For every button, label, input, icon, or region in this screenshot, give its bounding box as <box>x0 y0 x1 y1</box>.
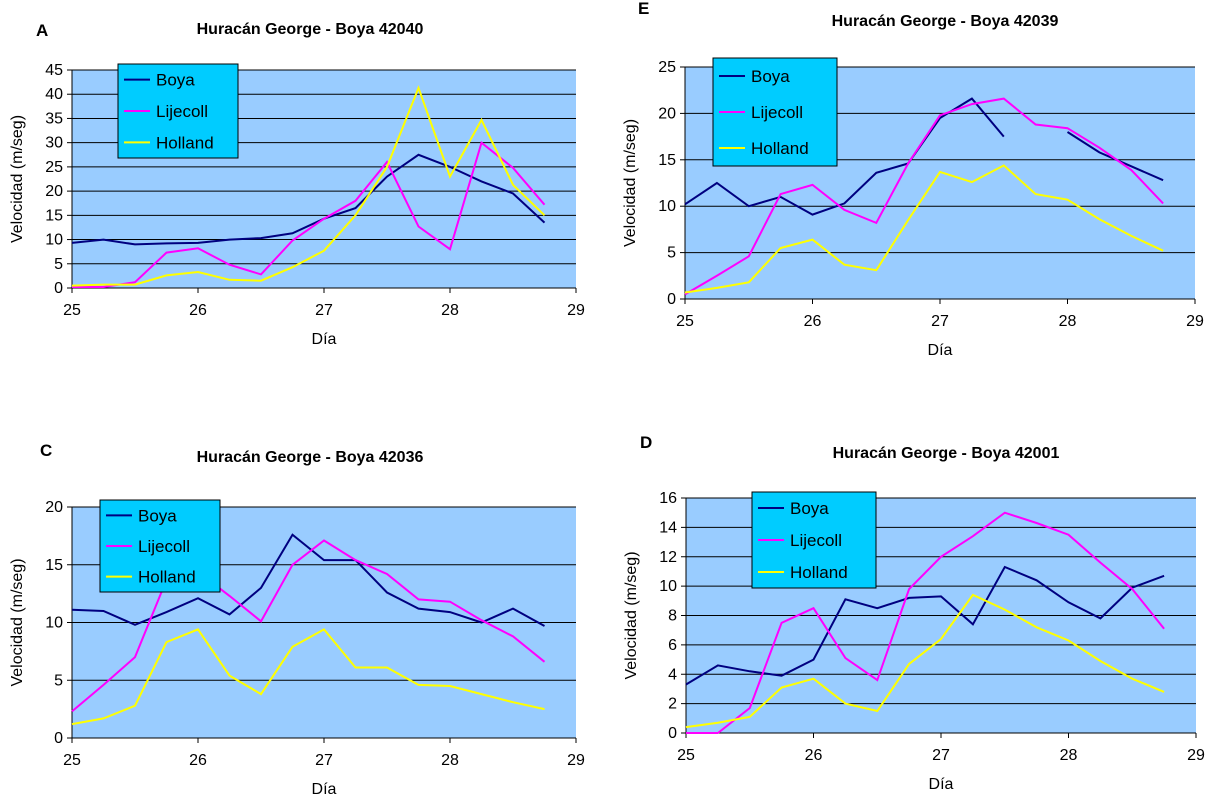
legend-label-lijecoll: Lijecoll <box>138 537 190 556</box>
x-axis-label: Día <box>312 331 337 348</box>
series-line-lijecoll <box>686 511 1165 734</box>
x-tick-label: 28 <box>441 752 459 769</box>
y-tick-label: 6 <box>668 637 677 654</box>
legend: Boya Lijecoll Holland <box>99 499 221 593</box>
x-tick-label: 25 <box>63 302 81 319</box>
legend-label-holland: Holland <box>790 563 848 582</box>
y-tick-label: 25 <box>658 59 676 76</box>
y-tick-label: 10 <box>659 578 677 595</box>
x-axis-label: Día <box>928 342 953 359</box>
x-tick-label: 26 <box>189 302 207 319</box>
x-axis-label: Día <box>929 776 954 793</box>
series-line-boya <box>685 565 1165 686</box>
legend-label-holland: Holland <box>138 568 196 587</box>
y-tick-label: 5 <box>667 245 676 262</box>
y-tick-label: 15 <box>658 152 676 169</box>
series-line-holland <box>685 593 1165 729</box>
y-tick-label: 30 <box>45 135 63 152</box>
series-line-holland <box>71 628 545 726</box>
y-tick-label: 10 <box>45 232 63 249</box>
series-line-lijecoll <box>72 140 546 288</box>
panel-label: C <box>40 441 52 460</box>
legend-label-holland: Holland <box>156 133 214 152</box>
legend-label-lijecoll: Lijecoll <box>156 102 208 121</box>
y-axis-label: Velocidad (m/seg) <box>623 551 640 679</box>
series-line-lijecoll <box>71 539 546 713</box>
y-tick-label: 10 <box>45 615 63 632</box>
x-tick-label: 29 <box>567 302 585 319</box>
series-line-lijecoll <box>684 97 1164 296</box>
x-tick-label: 27 <box>931 313 949 330</box>
y-tick-label: 2 <box>668 696 677 713</box>
y-tick-label: 0 <box>668 725 677 742</box>
x-tick-label: 27 <box>315 752 333 769</box>
y-tick-label: 14 <box>659 519 677 536</box>
x-tick-label: 29 <box>1187 747 1205 764</box>
legend: Boya Lijecoll Holland <box>712 57 838 167</box>
legend-label-boya: Boya <box>138 506 177 525</box>
y-tick-label: 8 <box>668 608 677 625</box>
x-tick-label: 29 <box>1186 313 1204 330</box>
y-tick-label: 12 <box>659 549 677 566</box>
chart-C: 0 5 10 15 20 25 26 27 28 29 Huracán George - Boya … <box>9 441 585 798</box>
y-tick-label: 0 <box>667 291 676 308</box>
y-tick-label: 15 <box>45 207 63 224</box>
x-tick-label: 25 <box>676 313 694 330</box>
chart-title: Huracán George - Boya 42036 <box>197 449 424 466</box>
y-tick-label: 45 <box>45 62 63 79</box>
x-tick-label: 29 <box>567 752 585 769</box>
legend-label-boya: Boya <box>751 67 790 86</box>
legend: Boya Lijecoll Holland <box>751 491 877 589</box>
x-tick-label: 25 <box>63 752 81 769</box>
x-tick-label: 28 <box>1059 313 1077 330</box>
x-tick-label: 26 <box>805 747 823 764</box>
legend-label-boya: Boya <box>156 71 195 90</box>
x-tick-label: 27 <box>315 302 333 319</box>
panel-label: A <box>36 21 48 40</box>
x-tick-label: 27 <box>932 747 950 764</box>
chart-title: Huracán George - Boya 42039 <box>832 13 1059 30</box>
y-tick-label: 35 <box>45 110 63 127</box>
y-tick-label: 5 <box>54 256 63 273</box>
y-tick-label: 25 <box>45 159 63 176</box>
y-tick-label: 20 <box>45 499 63 516</box>
x-tick-label: 25 <box>677 747 695 764</box>
y-tick-label: 15 <box>45 557 63 574</box>
series-line-holland <box>684 164 1164 294</box>
panel-label: E <box>638 0 649 18</box>
y-axis-label: Velocidad (m/seg) <box>622 119 639 247</box>
y-tick-label: 20 <box>658 105 676 122</box>
x-axis-label: Día <box>312 781 337 798</box>
y-tick-label: 0 <box>54 730 63 747</box>
y-tick-label: 40 <box>45 86 63 103</box>
x-tick-label: 28 <box>441 302 459 319</box>
legend-label-boya: Boya <box>790 499 829 518</box>
legend-label-lijecoll: Lijecoll <box>790 531 842 550</box>
legend: Boya Lijecoll Holland <box>117 63 239 159</box>
legend-label-holland: Holland <box>751 139 809 158</box>
y-tick-label: 5 <box>54 672 63 689</box>
legend-label-lijecoll: Lijecoll <box>751 103 803 122</box>
x-tick-label: 26 <box>804 313 822 330</box>
chart-A: 0 5 10 15 20 25 30 35 40 45 25 26 27 28 29 Huracán Geor… <box>9 21 585 348</box>
series-line-holland <box>71 85 546 287</box>
x-tick-label: 28 <box>1060 747 1078 764</box>
y-axis-label: Velocidad (m/seg) <box>9 558 26 686</box>
y-tick-label: 4 <box>668 666 677 683</box>
panel-label: D <box>640 433 652 452</box>
y-tick-label: 10 <box>658 198 676 215</box>
series-line-boya <box>71 153 546 246</box>
y-axis-label: Velocidad (m/seg) <box>9 115 26 243</box>
chart-title: Huracán George - Boya 42001 <box>833 445 1060 462</box>
y-tick-label: 16 <box>659 490 677 507</box>
y-tick-label: 0 <box>54 280 63 297</box>
chart-E: 0 5 10 15 20 25 25 26 27 28 29 Huracán George - Boy… <box>622 0 1204 359</box>
y-tick-label: 20 <box>45 183 63 200</box>
chart-title: Huracán George - Boya 42040 <box>197 21 424 38</box>
x-tick-label: 26 <box>189 752 207 769</box>
chart-D: 0 2 4 6 8 10 12 14 16 25 26 27 28 29 Huracán George - … <box>623 433 1205 793</box>
